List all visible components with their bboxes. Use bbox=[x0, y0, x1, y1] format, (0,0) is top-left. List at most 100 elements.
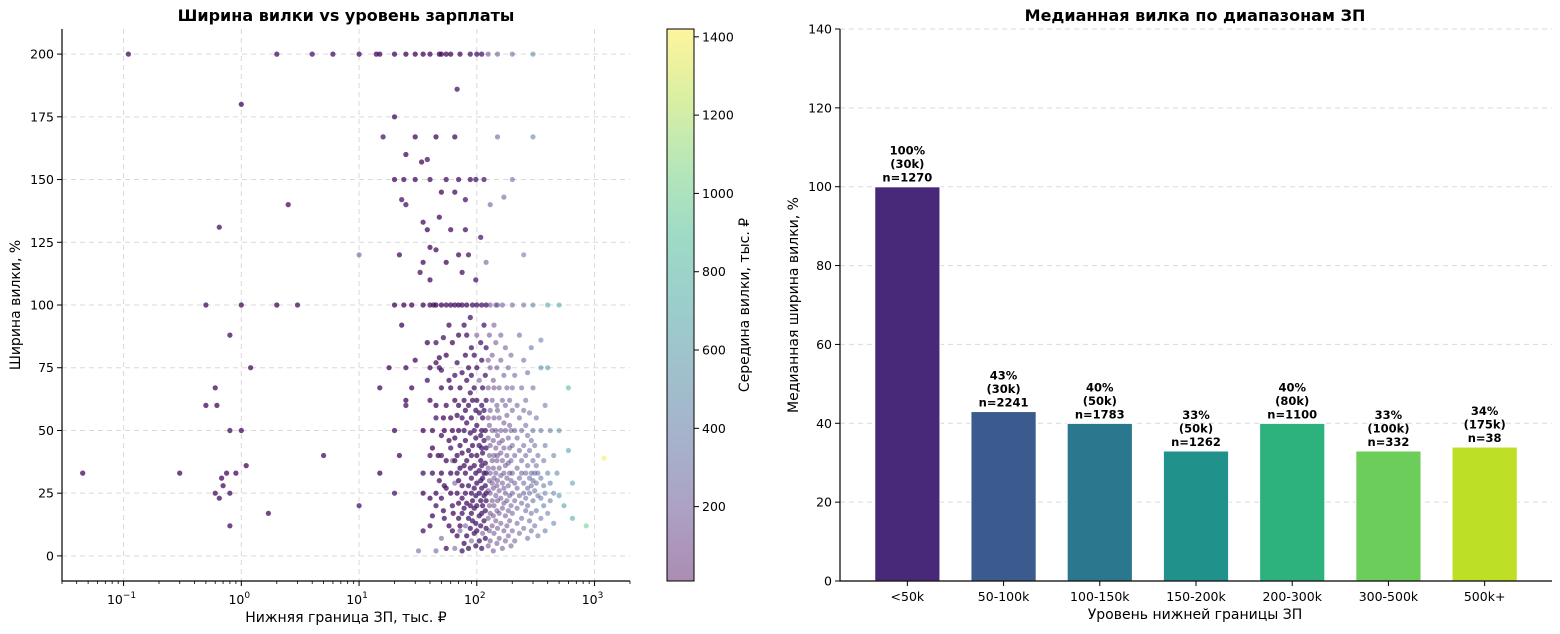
scatter-point-overlay bbox=[403, 151, 409, 158]
scatter-point-overlay bbox=[436, 355, 442, 361]
scatter-point bbox=[542, 402, 548, 408]
scatter-point bbox=[498, 332, 504, 338]
scatter-point-overlay bbox=[454, 452, 460, 459]
scatter-point-overlay bbox=[443, 545, 449, 552]
scatter-point-overlay bbox=[403, 402, 409, 408]
scatter-point-overlay bbox=[212, 385, 218, 391]
scatter-point-overlay bbox=[391, 427, 398, 434]
scatter-point-overlay bbox=[464, 420, 470, 426]
scatter-point-overlay bbox=[449, 528, 455, 534]
colorbar-tick-label: 1200 bbox=[702, 108, 734, 123]
scatter-y-tick-label: 125 bbox=[30, 235, 54, 250]
colorbar-tick-label: 800 bbox=[702, 264, 726, 279]
scatter-point bbox=[525, 370, 531, 376]
scatter-point bbox=[493, 427, 499, 434]
scatter-point-overlay bbox=[461, 322, 467, 328]
scatter-point-overlay bbox=[459, 302, 465, 308]
scatter-point-overlay bbox=[459, 495, 465, 501]
scatter-point-overlay bbox=[468, 345, 474, 351]
scatter-point-overlay bbox=[403, 365, 409, 371]
scatter-point-overlay bbox=[474, 397, 480, 403]
scatter-point-overlay bbox=[440, 508, 446, 514]
scatter-point-overlay bbox=[285, 202, 291, 208]
scatter-point-overlay bbox=[480, 385, 486, 391]
scatter-point-overlay bbox=[441, 427, 447, 434]
scatter-point bbox=[487, 302, 493, 308]
scatter-point bbox=[547, 480, 553, 486]
scatter-point bbox=[501, 470, 507, 476]
scatter-point bbox=[496, 385, 502, 391]
scatter-point bbox=[494, 134, 501, 140]
scatter-point bbox=[490, 465, 496, 471]
scatter-point bbox=[565, 447, 572, 454]
scatter-point bbox=[507, 397, 513, 403]
scatter-point bbox=[491, 385, 497, 391]
scatter-point bbox=[476, 377, 482, 383]
scatter-point-overlay bbox=[274, 51, 280, 57]
bar-data-label: (30k) bbox=[890, 157, 924, 171]
scatter-point bbox=[505, 435, 511, 441]
scatter-point-overlay bbox=[377, 51, 383, 57]
bar-x-tick-label: 150-200k bbox=[1166, 589, 1226, 604]
scatter-point-overlay bbox=[448, 415, 454, 421]
scatter-point bbox=[525, 503, 531, 509]
scatter-point-overlay bbox=[478, 234, 484, 240]
scatter-point-overlay bbox=[265, 510, 271, 516]
scatter-point-overlay bbox=[401, 176, 407, 183]
scatter-point-overlay bbox=[446, 322, 452, 328]
scatter-point-overlay bbox=[481, 407, 487, 413]
scatter-point bbox=[512, 498, 518, 504]
bar-title: Медианная вилка по диапазонам ЗП bbox=[1025, 6, 1366, 25]
scatter-point bbox=[474, 332, 480, 338]
colorbar-tick-label: 1400 bbox=[702, 29, 734, 44]
scatter-point-overlay bbox=[412, 51, 418, 57]
scatter-point-overlay bbox=[456, 515, 462, 521]
scatter-point-overlay bbox=[438, 385, 444, 391]
scatter-point bbox=[556, 427, 562, 434]
scatter-y-tick-label: 100 bbox=[30, 298, 54, 313]
scatter-point-overlay bbox=[473, 277, 479, 283]
scatter-point bbox=[532, 442, 538, 449]
scatter-point-overlay bbox=[468, 490, 474, 496]
scatter-point bbox=[501, 528, 507, 534]
scatter-point bbox=[538, 337, 544, 343]
scatter-point bbox=[501, 500, 507, 506]
scatter-point bbox=[509, 490, 515, 496]
scatter-x-ticks: 10−1 100 101 102 103 bbox=[61, 581, 631, 607]
bar-y-tick-label: 0 bbox=[824, 574, 832, 589]
bar-data-label: n=332 bbox=[1368, 435, 1410, 449]
scatter-point-overlay bbox=[452, 189, 458, 195]
scatter-point-overlay bbox=[399, 322, 405, 328]
scatter-point-overlay bbox=[203, 402, 209, 408]
bar-axes bbox=[839, 29, 1552, 582]
scatter-point-overlay bbox=[449, 503, 455, 509]
scatter-point bbox=[532, 488, 538, 494]
scatter-point-overlay bbox=[478, 340, 484, 346]
scatter-y-label: Ширина вилки, % bbox=[8, 240, 24, 370]
scatter-y-tick-label: 50 bbox=[38, 423, 54, 438]
scatter-point bbox=[533, 480, 539, 486]
scatter-point-overlay bbox=[436, 214, 442, 220]
scatter-point bbox=[496, 465, 502, 471]
scatter-point bbox=[508, 478, 514, 484]
scatter-point bbox=[519, 458, 525, 464]
colorbar-ticks: 200 400 600 800 1000 1200 1400 bbox=[694, 29, 734, 514]
scatter-point-overlay bbox=[454, 360, 460, 366]
scatter-point bbox=[528, 528, 534, 534]
scatter-point-overlay bbox=[238, 427, 244, 434]
scatter-point-overlay bbox=[454, 533, 460, 539]
scatter-point-overlay bbox=[456, 478, 462, 484]
scatter-point bbox=[526, 410, 533, 416]
scatter-point-overlay bbox=[461, 540, 467, 547]
scatter-point-overlay bbox=[478, 523, 484, 529]
scatter-point bbox=[535, 452, 541, 459]
bar-y-tick-label: 60 bbox=[816, 337, 832, 352]
scatter-point bbox=[538, 515, 544, 521]
scatter-point-overlay bbox=[474, 51, 480, 57]
scatter-point bbox=[538, 475, 544, 481]
scatter-point-overlay bbox=[177, 470, 183, 476]
scatter-point-overlay bbox=[480, 503, 486, 509]
scatter-point bbox=[507, 493, 513, 499]
scatter-point bbox=[498, 520, 504, 526]
scatter-point-overlay bbox=[238, 101, 244, 107]
